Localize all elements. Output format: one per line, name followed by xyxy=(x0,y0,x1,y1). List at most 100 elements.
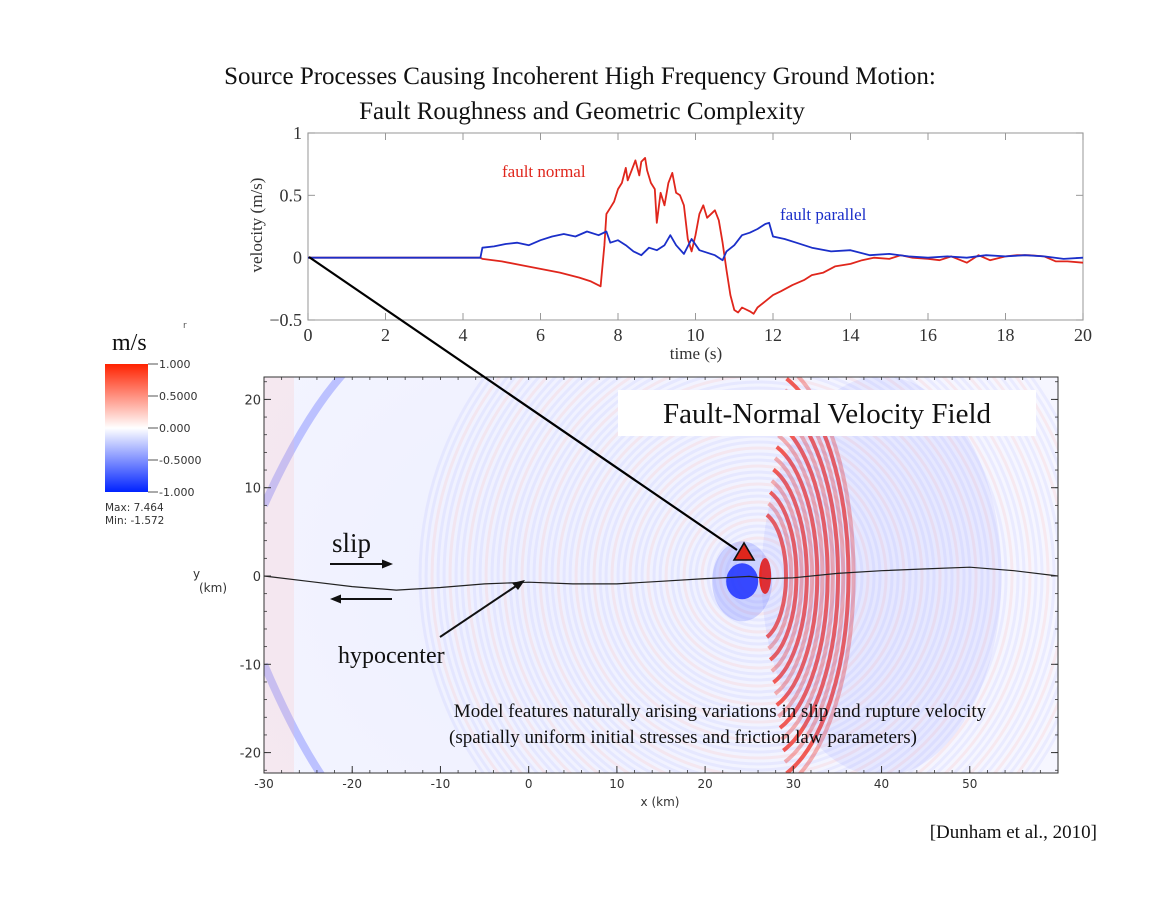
velocity-time-series-chart: 0 2 4 6 8 10 12 14 16 18 2010.50−0.5 velocity (m/s… xyxy=(247,123,1092,363)
wave-ring xyxy=(556,377,960,773)
wave-ring xyxy=(448,377,1058,773)
wave-ring xyxy=(712,530,804,622)
wavefront-arc xyxy=(770,479,804,673)
ts-y-tick-label: 0.5 xyxy=(280,185,303,205)
wavefront-arc xyxy=(767,501,794,651)
wave-ring xyxy=(430,377,1058,773)
fault-trace xyxy=(263,566,1059,591)
wave-ring xyxy=(658,476,858,676)
ts-y-axis-label: velocity (m/s) xyxy=(247,178,266,273)
wavefront-arc xyxy=(780,411,835,741)
ts-y-tick-label: 0 xyxy=(293,248,302,268)
field-ticks: -30 -20 -10 0 10 20 30 40 50 20 10 0 -10 -20 xyxy=(240,377,1059,791)
blue-lobe xyxy=(726,563,759,600)
wave-ring xyxy=(550,377,966,773)
ts-x-tick-label: 16 xyxy=(919,325,937,345)
field-x-tick-label: -10 xyxy=(431,777,451,791)
field-y-tick-label: 0 xyxy=(253,570,261,585)
field-title-box xyxy=(618,390,1036,436)
colorbar-max: Max: 7.464 xyxy=(105,502,164,514)
field-y-label-y: y xyxy=(193,567,200,581)
ts-plot-frame xyxy=(307,132,1084,321)
wave-ring xyxy=(424,377,1058,773)
wave-ring xyxy=(568,386,948,766)
slip-arrow-right-head xyxy=(382,559,393,569)
field-x-tick-label: -20 xyxy=(342,777,362,791)
edge-red-tint xyxy=(264,377,294,773)
wave-ring xyxy=(466,377,1050,773)
ts-x-tick-label: 18 xyxy=(997,325,1015,345)
field-x-tick-label: 50 xyxy=(962,777,977,791)
field-background xyxy=(264,377,1058,773)
wavefield xyxy=(264,377,1058,773)
wave-ring xyxy=(694,512,822,640)
field-x-tick-label: 20 xyxy=(697,777,712,791)
wave-ring xyxy=(724,542,792,610)
wavefront-arc xyxy=(765,513,789,639)
field-x-axis-label: x (km) xyxy=(641,795,680,809)
wave-ring xyxy=(484,377,1032,773)
field-y-tick-label: 10 xyxy=(244,482,261,497)
wavefront-arc xyxy=(768,490,799,662)
wave-ring xyxy=(622,440,894,712)
slip-label: slip xyxy=(332,528,371,558)
wave-ring xyxy=(640,458,876,694)
ts-x-tick-label: 10 xyxy=(687,325,705,345)
wave-ring xyxy=(520,377,996,773)
field-y-label-unit: (km) xyxy=(199,581,227,595)
field-x-tick-label: -30 xyxy=(254,777,274,791)
ts-series xyxy=(308,157,1084,315)
blue-halo xyxy=(712,541,773,622)
wave-ring xyxy=(544,377,972,773)
wavefront-arc xyxy=(778,422,830,730)
colorbar-legend: m/s r 1.000 0.5000 0.000 -0.5000 -1.000 Max:… xyxy=(105,321,201,527)
colorbar-tick-label: 1.000 xyxy=(159,358,191,371)
colorbar-unit: m/s xyxy=(112,330,147,356)
slide-title-line-2: Fault Roughness and Geometric Complexity xyxy=(359,98,805,125)
wave-ring xyxy=(442,377,1058,773)
field-x-tick-label: 40 xyxy=(874,777,889,791)
field-y-tick-label: -20 xyxy=(240,747,261,762)
annotation-line-2: (spatially uniform initial stresses and … xyxy=(449,727,917,748)
colorbar-tick-label: 0.000 xyxy=(159,422,191,435)
ts-x-tick-label: 0 xyxy=(304,325,313,345)
colorbar-gradient xyxy=(105,364,148,492)
legend-fault-parallel: fault parallel xyxy=(780,205,867,224)
field-y-tick-label: -10 xyxy=(240,658,261,673)
wavefront-arc xyxy=(777,433,825,719)
legend-fault-normal: fault normal xyxy=(502,162,586,181)
field-title: Fault-Normal Velocity Field xyxy=(663,398,992,430)
ts-x-tick-label: 2 xyxy=(381,325,390,345)
station-marker-triangle xyxy=(732,541,756,561)
colorbar-tick-label: -1.000 xyxy=(159,486,194,499)
field-frame xyxy=(263,376,1059,774)
ts-x-tick-label: 14 xyxy=(842,325,860,345)
station-connector-line xyxy=(308,256,738,551)
wave-ring xyxy=(526,377,990,773)
wave-ring xyxy=(682,500,834,652)
red-lobe xyxy=(759,558,772,594)
hypocenter-label: hypocenter xyxy=(338,643,445,669)
hypocenter-arrow xyxy=(439,583,520,638)
ts-x-tick-label: 6 xyxy=(536,325,545,345)
ts-x-axis-label: time (s) xyxy=(670,344,722,363)
field-x-tick-label: 10 xyxy=(609,777,624,791)
wave-ring xyxy=(646,464,870,688)
wave-ring xyxy=(454,377,1058,773)
ts-x-tick-label: 12 xyxy=(764,325,782,345)
wave-ring xyxy=(490,377,1026,773)
wave-ring xyxy=(634,452,882,700)
ts-x-tick-label: 8 xyxy=(614,325,623,345)
ts-y-tick-label: −0.5 xyxy=(269,310,302,330)
wave-ring xyxy=(670,488,846,664)
hypocenter-arrow-head xyxy=(512,580,525,590)
field-x-tick-label: 0 xyxy=(525,777,533,791)
wave-ring xyxy=(514,377,1002,773)
colorbar-ticks: 1.000 0.5000 0.000 -0.5000 -1.000 xyxy=(148,358,201,499)
annotation-line-1: Model features naturally arising variati… xyxy=(454,701,987,722)
colorbar-tick-label: 0.5000 xyxy=(159,390,198,403)
series-line-fault-parallel xyxy=(308,221,1084,262)
colorbar-tick-label: -0.5000 xyxy=(159,454,201,467)
wave-ring xyxy=(538,377,978,773)
